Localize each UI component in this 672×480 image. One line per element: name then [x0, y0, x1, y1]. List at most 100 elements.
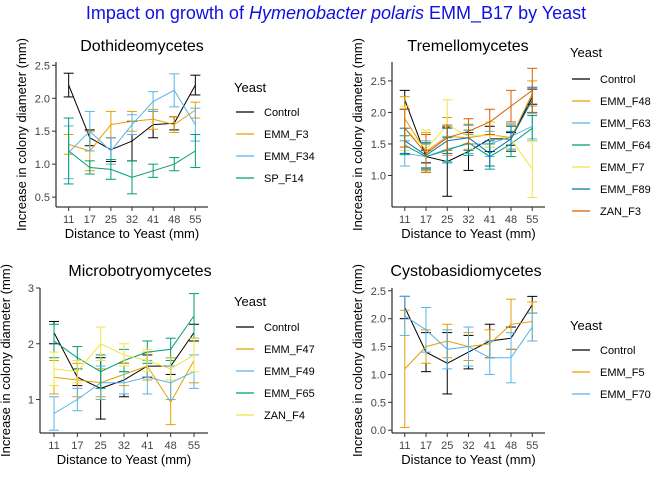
y-axis-label: Increase in colony diameter (mm) [14, 38, 29, 231]
series-zan_f3 [399, 67, 538, 173]
y-tick-label: 1.5 [371, 342, 386, 354]
x-tick-label: 11 [399, 214, 410, 226]
legend-label: EMM_F63 [600, 118, 651, 130]
x-tick-label: 41 [147, 214, 159, 226]
series-line [68, 89, 196, 153]
x-axis-label: Distance to Yeast (mm) [57, 452, 191, 467]
x-tick-label: 25 [95, 440, 107, 452]
x-tick-label: 55 [526, 214, 538, 226]
series-line [53, 343, 195, 373]
legend-label: Control [264, 322, 299, 334]
x-tick-label: 48 [505, 440, 517, 452]
x-tick-label: 17 [84, 214, 96, 226]
panel-microbotryomycetes: Microbotryomycetes 1 2 3 11 17 25 32 41 48 55Dista… [0, 263, 315, 467]
x-axis-label: Distance to Yeast (mm) [401, 452, 535, 467]
y-tick-label: 1 [28, 395, 34, 407]
y-axis-label: Increase in colony diameter (mm) [350, 38, 365, 231]
y-tick-label: 0.5 [35, 192, 50, 204]
x-tick-label: 11 [48, 440, 59, 452]
series-emm_f70 [399, 295, 538, 384]
y-axis-label: Increase in colony diameter (mm) [350, 264, 365, 457]
legend-label: Control [600, 345, 635, 357]
panel-title: Tremellomycetes [407, 38, 528, 55]
y-tick-label: 2.0 [371, 107, 386, 119]
x-tick-label: 17 [71, 440, 83, 452]
legend-title: Yeast [570, 45, 602, 60]
legend-label: ZAN_F4 [264, 410, 305, 422]
x-tick-label: 17 [420, 214, 432, 226]
legend: Yeast Control EMM_F5 EMM_F70 [570, 318, 651, 401]
legend: Yeast Control EMM_F47 EMM_F49 EMM_F65 ZAN_F4 [234, 294, 315, 422]
y-tick-label: 2.5 [371, 286, 386, 298]
legend-label: Control [264, 107, 299, 119]
series-line [53, 371, 195, 414]
x-tick-label: 32 [462, 440, 474, 452]
legend-label: SP_F14 [264, 173, 304, 185]
legend-label: EMM_F47 [264, 344, 315, 356]
x-tick-label: 32 [118, 440, 130, 452]
legend-label: EMM_F48 [600, 96, 651, 108]
y-tick-label: 2.5 [35, 60, 50, 72]
series-zan_f4 [49, 326, 199, 387]
legend-label: EMM_F3 [264, 129, 309, 141]
x-tick-label: 48 [505, 214, 517, 226]
legend-title: Yeast [570, 318, 602, 333]
legend-label: EMM_F7 [600, 162, 645, 174]
title-prefix: Impact on growth of [85, 3, 249, 23]
x-tick-label: 11 [63, 214, 74, 226]
panel-cystobasidiomycetes: Cystobasidiomycetes 0.0 0.5 1.0 1.5 2.0 2.5 11 1… [350, 263, 651, 467]
panel-title: Cystobasidiomycetes [390, 263, 541, 280]
series-sp_f14 [63, 117, 201, 195]
x-tick-label: 32 [126, 214, 138, 226]
y-tick-label: 1.0 [371, 369, 386, 381]
legend-title: Yeast [234, 294, 266, 309]
x-tick-label: 48 [165, 440, 177, 452]
x-tick-label: 55 [526, 440, 538, 452]
panel-tremellomycetes: Tremellomycetes 1.0 1.5 2.0 2.5 11 17 25 32 41 48 5… [350, 38, 651, 241]
legend-label: ZAN_F3 [600, 206, 641, 218]
y-tick-label: 0.5 [371, 397, 386, 409]
legend-label: EMM_F70 [600, 389, 651, 401]
y-tick-label: 2.0 [371, 314, 386, 326]
series-line [404, 315, 533, 359]
legend-label: EMM_F64 [600, 140, 651, 152]
legend: Yeast Control EMM_F3 EMM_F34 SP_F14 [234, 80, 315, 185]
legend-label: EMM_F34 [264, 151, 315, 163]
x-tick-label: 48 [168, 214, 180, 226]
legend-label: EMM_F49 [264, 366, 315, 378]
x-tick-label: 11 [399, 440, 410, 452]
y-tick-label: 1.0 [35, 159, 50, 171]
figure-title: Impact on growth of Hymenobacter polaris… [0, 3, 672, 24]
title-suffix: EMM_B17 by Yeast [424, 3, 587, 23]
y-tick-label: 1.5 [35, 126, 50, 138]
x-tick-label: 32 [462, 214, 474, 226]
y-tick-label: 2.5 [371, 76, 386, 88]
x-tick-label: 25 [441, 214, 453, 226]
x-tick-label: 25 [105, 214, 117, 226]
y-tick-label: 0.0 [371, 425, 386, 437]
x-tick-label: 17 [420, 440, 432, 452]
panel-title: Dothideomycetes [80, 38, 204, 55]
y-tick-label: 1.5 [371, 139, 386, 151]
x-tick-label: 25 [441, 440, 453, 452]
y-tick-label: 3 [28, 283, 34, 295]
legend-label: EMM_F65 [264, 388, 315, 400]
y-tick-label: 1.0 [371, 170, 386, 182]
x-tick-label: 41 [141, 440, 153, 452]
x-tick-label: 55 [189, 214, 201, 226]
series-line [68, 150, 196, 178]
x-axis-label: Distance to Yeast (mm) [401, 226, 535, 241]
x-axis-label: Distance to Yeast (mm) [65, 226, 199, 241]
y-tick-label: 2.0 [35, 93, 50, 105]
legend: Yeast Control EMM_F48 EMM_F63 EMM_F64 EMM_F7 E… [570, 45, 651, 218]
y-tick-label: 2 [28, 339, 34, 351]
panel-dothideomycetes: Dothideomycetes 0.5 1.0 1.5 2.0 2.5 11 17 25 32 41… [14, 38, 315, 241]
legend-label: EMM_F89 [600, 184, 651, 196]
legend-label: EMM_F5 [600, 367, 645, 379]
series-line [404, 89, 533, 155]
title-species: Hymenobacter polaris [248, 3, 425, 23]
x-tick-label: 41 [484, 440, 496, 452]
legend-title: Yeast [234, 80, 266, 95]
legend-label: Control [600, 74, 635, 86]
